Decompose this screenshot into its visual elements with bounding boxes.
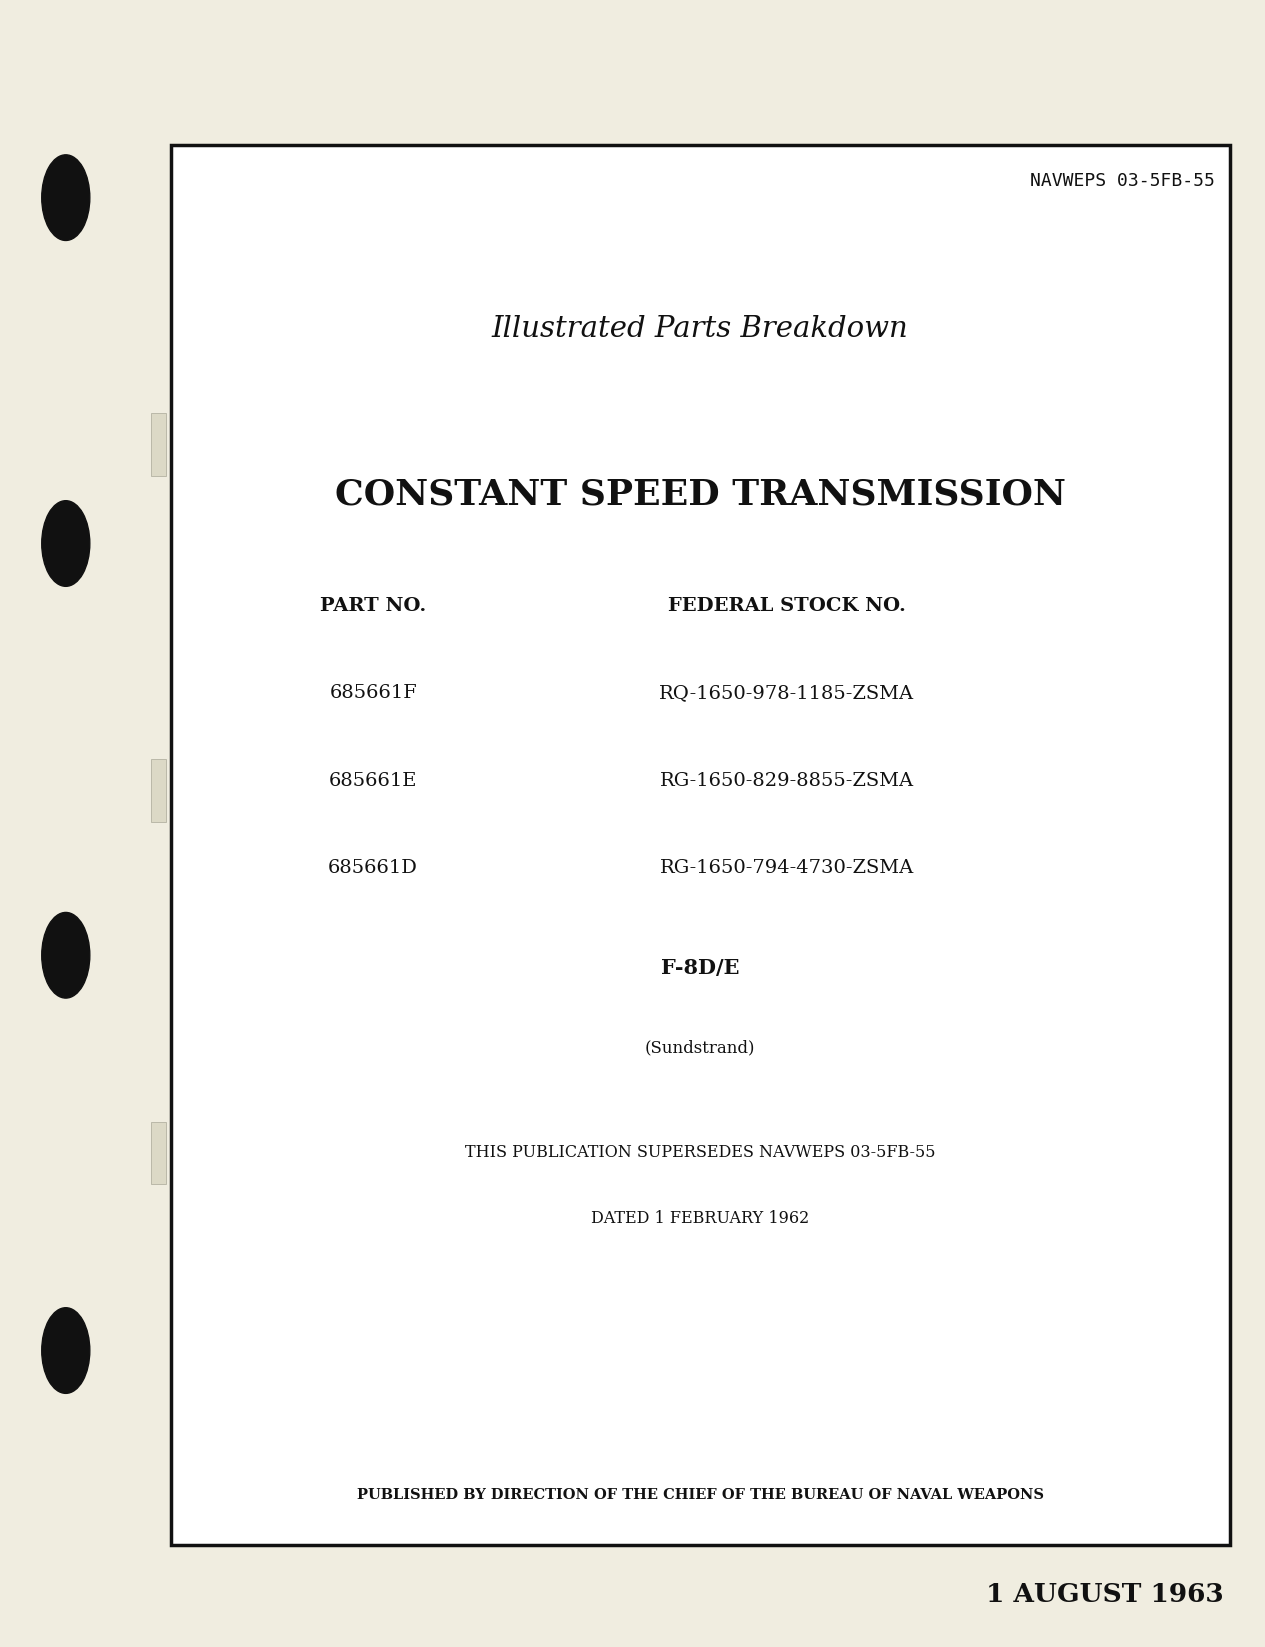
Bar xyxy=(151,759,166,822)
Bar xyxy=(151,1122,166,1184)
Text: F-8D/E: F-8D/E xyxy=(660,959,740,978)
Text: NAVWEPS 03-5FB-55: NAVWEPS 03-5FB-55 xyxy=(1030,173,1214,189)
Text: THIS PUBLICATION SUPERSEDES NAVWEPS 03-5FB-55: THIS PUBLICATION SUPERSEDES NAVWEPS 03-5… xyxy=(466,1145,935,1161)
Text: PUBLISHED BY DIRECTION OF THE CHIEF OF THE BUREAU OF NAVAL WEAPONS: PUBLISHED BY DIRECTION OF THE CHIEF OF T… xyxy=(357,1489,1044,1502)
Bar xyxy=(171,145,1230,1545)
Text: 685661D: 685661D xyxy=(328,860,419,876)
Text: RG-1650-794-4730-ZSMA: RG-1650-794-4730-ZSMA xyxy=(660,860,913,876)
Ellipse shape xyxy=(42,912,90,998)
Ellipse shape xyxy=(42,155,90,240)
Text: 685661E: 685661E xyxy=(329,772,417,789)
Text: 685661F: 685661F xyxy=(329,685,417,702)
Text: PART NO.: PART NO. xyxy=(320,598,426,614)
Text: 1 AUGUST 1963: 1 AUGUST 1963 xyxy=(985,1581,1223,1607)
Text: RQ-1650-978-1185-ZSMA: RQ-1650-978-1185-ZSMA xyxy=(659,685,915,702)
Ellipse shape xyxy=(42,1308,90,1393)
Text: (Sundstrand): (Sundstrand) xyxy=(645,1039,755,1056)
Text: FEDERAL STOCK NO.: FEDERAL STOCK NO. xyxy=(668,598,906,614)
Ellipse shape xyxy=(42,501,90,586)
Text: Illustrated Parts Breakdown: Illustrated Parts Breakdown xyxy=(492,315,908,344)
Text: CONSTANT SPEED TRANSMISSION: CONSTANT SPEED TRANSMISSION xyxy=(335,478,1065,511)
Text: RG-1650-829-8855-ZSMA: RG-1650-829-8855-ZSMA xyxy=(660,772,913,789)
Text: DATED 1 FEBRUARY 1962: DATED 1 FEBRUARY 1962 xyxy=(591,1211,810,1227)
Bar xyxy=(151,413,166,476)
